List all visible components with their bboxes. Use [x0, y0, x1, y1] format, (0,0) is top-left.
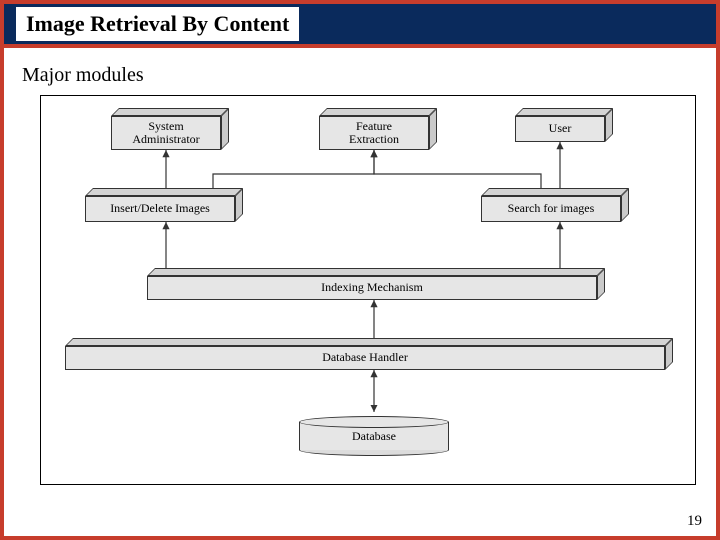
node-label-database: Database — [352, 429, 396, 444]
node-indexing: Indexing Mechanism — [147, 276, 605, 308]
header-band: Image Retrieval By Content — [4, 4, 716, 48]
node-database: Database — [299, 416, 449, 462]
node-sysadmin: System Administrator — [111, 116, 229, 158]
node-label-dbhandler: Database Handler — [65, 346, 665, 370]
node-search: Search for images — [481, 196, 629, 230]
node-label-user: User — [515, 116, 605, 142]
node-feature: Feature Extraction — [319, 116, 437, 158]
node-insdel: Insert/Delete Images — [85, 196, 243, 230]
node-label-insdel: Insert/Delete Images — [85, 196, 235, 222]
node-label-indexing: Indexing Mechanism — [147, 276, 597, 300]
node-label-feature: Feature Extraction — [319, 116, 429, 150]
page-title: Image Retrieval By Content — [16, 7, 299, 41]
page-number: 19 — [687, 513, 702, 530]
node-dbhandler: Database Handler — [65, 346, 673, 378]
node-label-sysadmin: System Administrator — [111, 116, 221, 150]
diagram-frame: System Administrator Feature Extraction Us… — [40, 95, 696, 485]
node-user: User — [515, 116, 613, 150]
node-label-search: Search for images — [481, 196, 621, 222]
subtitle: Major modules — [22, 64, 716, 87]
